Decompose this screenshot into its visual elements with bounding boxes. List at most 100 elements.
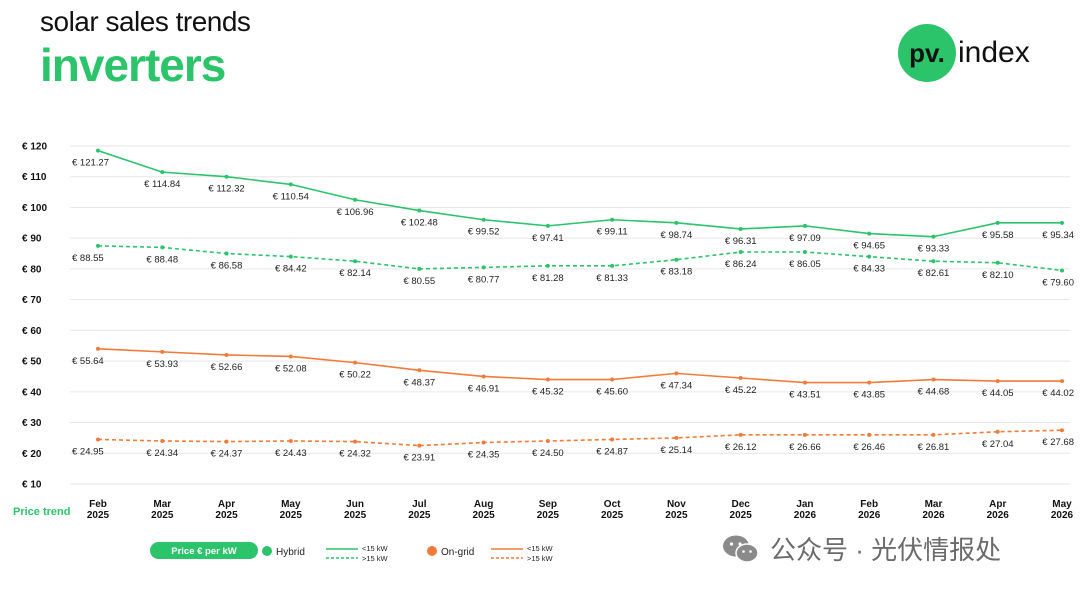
data-point <box>674 257 679 262</box>
data-label: € 94.65 <box>853 241 885 252</box>
pv-index-logo: pv. index <box>898 24 1030 82</box>
data-point <box>1060 428 1064 433</box>
y-tick-label: € 110 <box>22 172 47 183</box>
x-tick-label-month: Sep <box>539 499 557 510</box>
x-tick-label-month: Nov <box>667 499 686 510</box>
data-label: € 23.91 <box>403 453 435 464</box>
data-label: € 86.58 <box>211 261 243 272</box>
data-point <box>96 437 100 442</box>
x-tick-label-month: Mar <box>925 499 943 510</box>
data-point <box>417 443 422 448</box>
x-tick-label-month: Jan <box>796 499 813 510</box>
x-tick-label-year: 2026 <box>858 510 881 521</box>
data-point <box>96 243 100 248</box>
data-point <box>288 254 293 259</box>
x-tick-label-month: May <box>281 499 301 510</box>
data-point <box>802 432 807 437</box>
data-point <box>481 265 486 270</box>
x-tick-label-month: Apr <box>218 499 235 510</box>
data-label: € 82.10 <box>982 270 1014 281</box>
data-point <box>674 371 679 376</box>
data-point <box>867 432 872 437</box>
legend-marker <box>262 546 272 556</box>
y-tick-label: € 50 <box>22 357 42 368</box>
watermark: 公众号 · 光伏情报处 <box>722 530 1001 567</box>
data-label: € 52.66 <box>211 362 243 373</box>
data-point <box>417 266 422 271</box>
data-point <box>353 197 358 202</box>
data-label: € 97.41 <box>532 233 564 244</box>
x-tick-label-year: 2025 <box>537 510 560 521</box>
data-label: € 26.12 <box>725 442 757 453</box>
data-point <box>867 380 872 385</box>
data-point <box>545 263 550 268</box>
data-point <box>96 346 100 351</box>
data-label: € 24.87 <box>596 446 628 457</box>
data-label: € 110.54 <box>273 191 309 202</box>
x-tick-label-year: 2025 <box>344 510 367 521</box>
data-point <box>738 226 743 231</box>
data-label: € 80.55 <box>403 276 435 287</box>
data-point <box>545 223 550 228</box>
watermark-text: 公众号 · 光伏情报处 <box>770 535 1002 565</box>
data-point <box>931 234 936 239</box>
data-label: € 88.55 <box>72 253 104 264</box>
data-label: € 98.74 <box>661 230 693 241</box>
y-tick-label: € 70 <box>22 295 42 306</box>
row-label: Price trend <box>13 506 70 518</box>
x-tick-label-year: 2026 <box>922 510 945 521</box>
data-point <box>160 170 165 175</box>
data-point <box>160 349 165 354</box>
data-label: € 43.51 <box>789 390 821 401</box>
data-label: € 47.34 <box>661 380 693 391</box>
data-label: € 26.66 <box>789 442 821 453</box>
x-tick-label-year: 2025 <box>601 510 624 521</box>
data-label: € 96.31 <box>725 236 757 247</box>
data-label: € 44.05 <box>982 388 1014 399</box>
y-tick-label: € 20 <box>22 449 42 460</box>
data-label: € 24.35 <box>468 450 500 461</box>
data-point <box>610 437 615 442</box>
legend-solid-label: <15 kW <box>527 544 554 553</box>
data-point <box>353 439 358 444</box>
data-point <box>417 368 422 373</box>
data-label: € 93.33 <box>918 244 950 255</box>
data-point <box>610 217 615 222</box>
data-point <box>288 182 293 187</box>
y-tick-label: € 60 <box>22 326 42 337</box>
x-tick-label-year: 2026 <box>1051 510 1074 521</box>
data-point <box>224 439 229 444</box>
data-point <box>802 380 807 385</box>
data-point <box>160 438 165 443</box>
data-label: € 52.08 <box>275 363 307 374</box>
data-label: € 27.04 <box>982 439 1014 450</box>
data-point <box>674 220 679 225</box>
data-point <box>481 374 486 379</box>
data-label: € 106.96 <box>337 207 374 218</box>
y-tick-label: € 30 <box>22 418 42 429</box>
data-label: € 84.33 <box>853 264 885 275</box>
data-point <box>995 260 1000 265</box>
y-tick-label: € 120 <box>22 142 47 153</box>
data-label: € 50.22 <box>339 370 371 381</box>
x-tick-label-month: Mar <box>153 499 171 510</box>
x-tick-label-year: 2025 <box>665 510 688 521</box>
legend-solid-label: <15 kW <box>362 544 389 553</box>
data-label: € 95.34 <box>1042 230 1074 241</box>
data-point <box>353 360 358 365</box>
data-label: € 88.48 <box>146 254 178 265</box>
data-label: € 81.33 <box>596 273 628 284</box>
x-tick-label-year: 2025 <box>215 510 238 521</box>
data-point <box>995 429 1000 434</box>
data-point <box>160 245 165 250</box>
x-tick-label-month: Apr <box>989 499 1006 510</box>
data-point <box>995 220 1000 225</box>
data-point <box>224 352 229 357</box>
data-label: € 48.37 <box>403 377 435 388</box>
legend-badge <box>150 542 258 559</box>
series-line <box>97 149 1062 238</box>
data-label: € 121.27 <box>72 158 109 169</box>
data-point <box>545 377 550 382</box>
series-line <box>97 348 1062 384</box>
data-point <box>417 208 422 213</box>
